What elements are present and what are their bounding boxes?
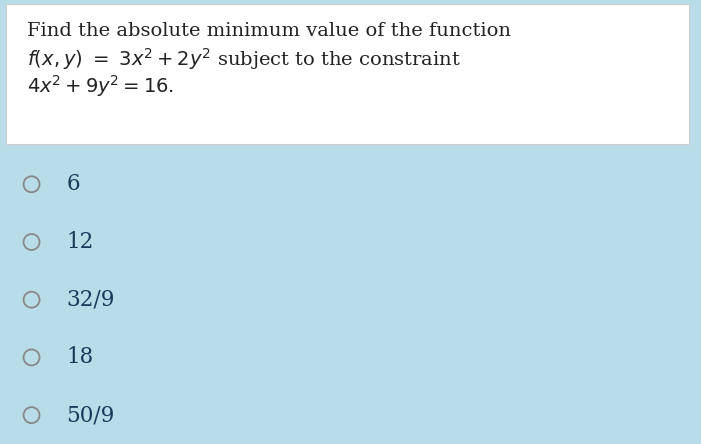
Text: 32/9: 32/9: [67, 289, 115, 311]
Text: 12: 12: [67, 231, 94, 253]
Text: 6: 6: [67, 173, 80, 195]
Text: $f(x, y)\ =\ 3x^2 + 2y^2$ subject to the constraint: $f(x, y)\ =\ 3x^2 + 2y^2$ subject to the…: [27, 46, 461, 71]
Text: 50/9: 50/9: [67, 404, 115, 426]
FancyBboxPatch shape: [6, 4, 689, 144]
Text: Find the absolute minimum value of the function: Find the absolute minimum value of the f…: [27, 22, 510, 40]
Text: 18: 18: [67, 346, 94, 369]
Text: $4x^2 + 9y^2 = 16.$: $4x^2 + 9y^2 = 16.$: [27, 73, 174, 99]
